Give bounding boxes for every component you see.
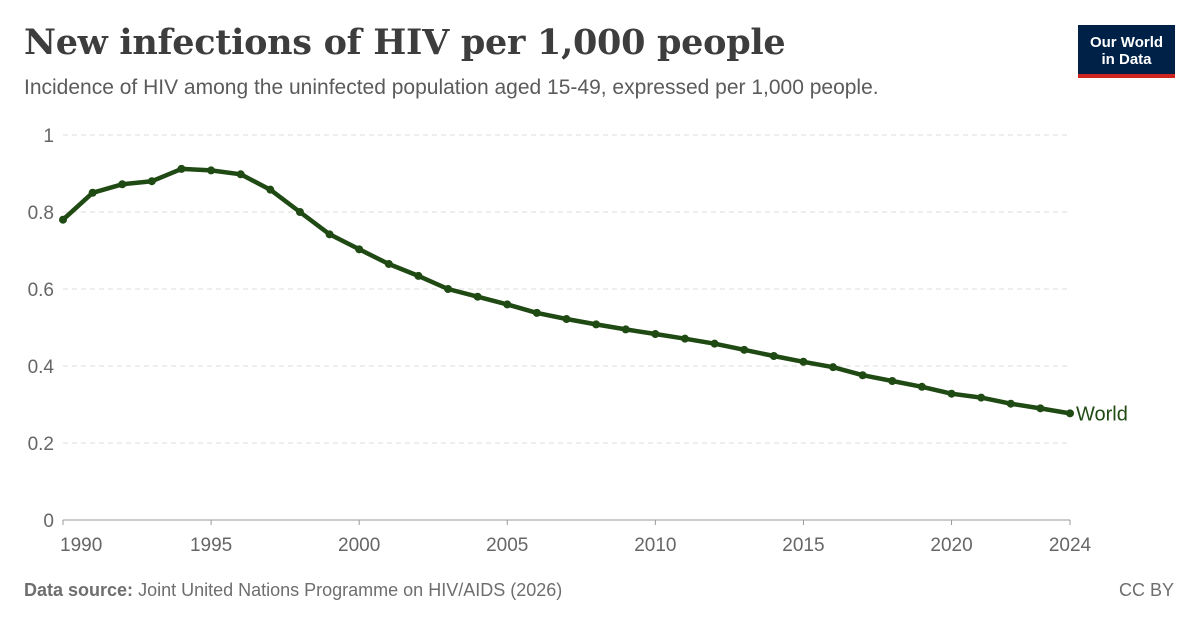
data-point[interactable] — [562, 315, 571, 324]
axes: 0 0.2 0.4 0.6 0.8 1 1990 1995 2000 2005 2010 2015 20… — [28, 126, 1092, 556]
data-point[interactable] — [1036, 404, 1045, 413]
data-point[interactable] — [799, 357, 808, 366]
x-tick-label: 1990 — [60, 535, 102, 556]
x-tick-label: 2015 — [782, 535, 824, 556]
data-point[interactable] — [977, 393, 986, 402]
data-point[interactable] — [236, 170, 245, 179]
logo-line-2: in Data — [1101, 51, 1152, 68]
data-point[interactable] — [769, 351, 778, 360]
data-point[interactable] — [384, 259, 393, 268]
data-source-text: Joint United Nations Programme on HIV/AI… — [138, 580, 563, 600]
data-point[interactable] — [1006, 399, 1015, 408]
data-point[interactable] — [947, 389, 956, 398]
series-world[interactable]: World — [59, 164, 1128, 425]
data-point[interactable] — [503, 300, 512, 309]
data-point[interactable] — [325, 230, 334, 239]
x-tick-label: 2005 — [486, 535, 528, 556]
data-point[interactable] — [1066, 409, 1074, 418]
y-tick-label: 0.2 — [28, 434, 54, 455]
x-tick-label: 2010 — [634, 535, 676, 556]
series-label-world[interactable]: World — [1076, 403, 1128, 425]
x-tick-label: 1995 — [190, 535, 232, 556]
data-point[interactable] — [207, 166, 216, 175]
data-point[interactable] — [118, 180, 127, 189]
data-point[interactable] — [888, 377, 897, 386]
data-point[interactable] — [444, 285, 453, 293]
data-point[interactable] — [414, 271, 423, 280]
data-point[interactable] — [710, 339, 719, 348]
data-point[interactable] — [532, 308, 541, 317]
data-source[interactable]: Data source: Joint United Nations Progra… — [24, 580, 562, 601]
data-point[interactable] — [295, 208, 304, 216]
chart-title: New infections of HIV per 1,000 people — [24, 22, 786, 63]
y-tick-label: 1 — [43, 126, 54, 147]
data-point[interactable] — [858, 371, 867, 380]
data-point[interactable] — [147, 177, 156, 186]
data-point[interactable] — [592, 320, 601, 329]
chart-subtitle: Incidence of HIV among the uninfected po… — [24, 76, 879, 99]
x-tick-label: 2020 — [930, 535, 972, 556]
data-point[interactable] — [355, 245, 364, 254]
y-tick-label: 0.4 — [28, 357, 55, 378]
x-tick-label: 2000 — [338, 535, 380, 556]
our-world-in-data-logo[interactable]: Our World in Data — [1078, 25, 1175, 78]
data-point[interactable] — [177, 164, 186, 173]
y-tick-label: 0.6 — [28, 280, 54, 301]
y-tick-label: 0.8 — [28, 203, 54, 224]
license-link[interactable]: CC BY — [1118, 580, 1174, 600]
logo-line-1: Our World — [1089, 34, 1164, 51]
data-point[interactable] — [829, 363, 838, 372]
data-point[interactable] — [917, 382, 926, 391]
grid-lines — [63, 134, 1070, 444]
data-point[interactable] — [651, 330, 660, 339]
data-point[interactable] — [266, 185, 275, 194]
data-point[interactable] — [59, 215, 67, 224]
data-source-label: Data source: — [24, 580, 134, 600]
x-tick-label: 2024 — [1049, 535, 1092, 556]
data-point[interactable] — [740, 345, 749, 354]
data-point[interactable] — [473, 292, 482, 301]
data-point[interactable] — [621, 325, 630, 334]
y-tick-label: 0 — [43, 511, 54, 532]
data-point[interactable] — [680, 334, 689, 343]
series-line-world[interactable] — [60, 166, 1073, 416]
data-point[interactable] — [88, 188, 97, 197]
